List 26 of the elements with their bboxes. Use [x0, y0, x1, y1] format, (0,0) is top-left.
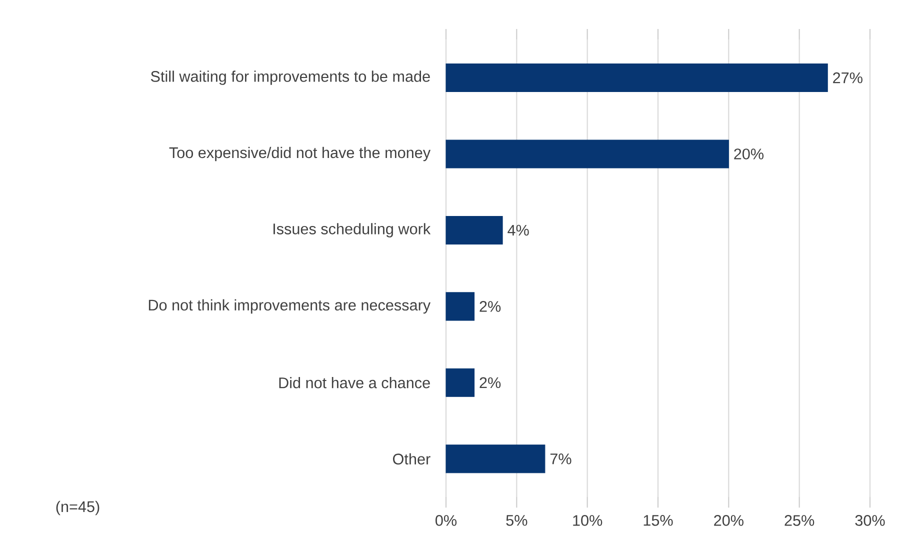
data-label: 27%: [833, 72, 862, 84]
y-tick-label: Did not have a chance: [279, 377, 430, 388]
x-tick-label: 0%: [436, 515, 457, 526]
x-tick-label: 15%: [644, 515, 673, 526]
y-tick-label: Do not think improvements are necessary: [148, 299, 431, 314]
bar: [446, 64, 828, 92]
x-tick-label: 25%: [784, 515, 814, 526]
x-tick-label: 30%: [855, 515, 885, 526]
data-label: 4%: [508, 224, 529, 236]
bar: [446, 444, 546, 474]
y-tick-label: Other: [393, 453, 430, 465]
bar: [446, 292, 475, 321]
data-label: 7%: [550, 454, 572, 464]
text: (n=45): [56, 500, 100, 516]
x-tick-label: 5%: [506, 515, 528, 526]
y-tick-label: Still waiting for improvements to be made: [150, 70, 430, 85]
bar: [446, 140, 729, 168]
bar: [446, 216, 503, 244]
bar: [446, 368, 475, 397]
y-tick-label: Issues scheduling work: [274, 223, 431, 238]
data-label: 20%: [734, 148, 764, 160]
data-label: 2%: [480, 301, 501, 312]
data-label: 2%: [480, 377, 501, 388]
x-tick-label: 20%: [714, 515, 744, 526]
x-tick-label: 10%: [573, 515, 602, 526]
y-tick-label: Too expensive/did not have the money: [169, 146, 431, 162]
